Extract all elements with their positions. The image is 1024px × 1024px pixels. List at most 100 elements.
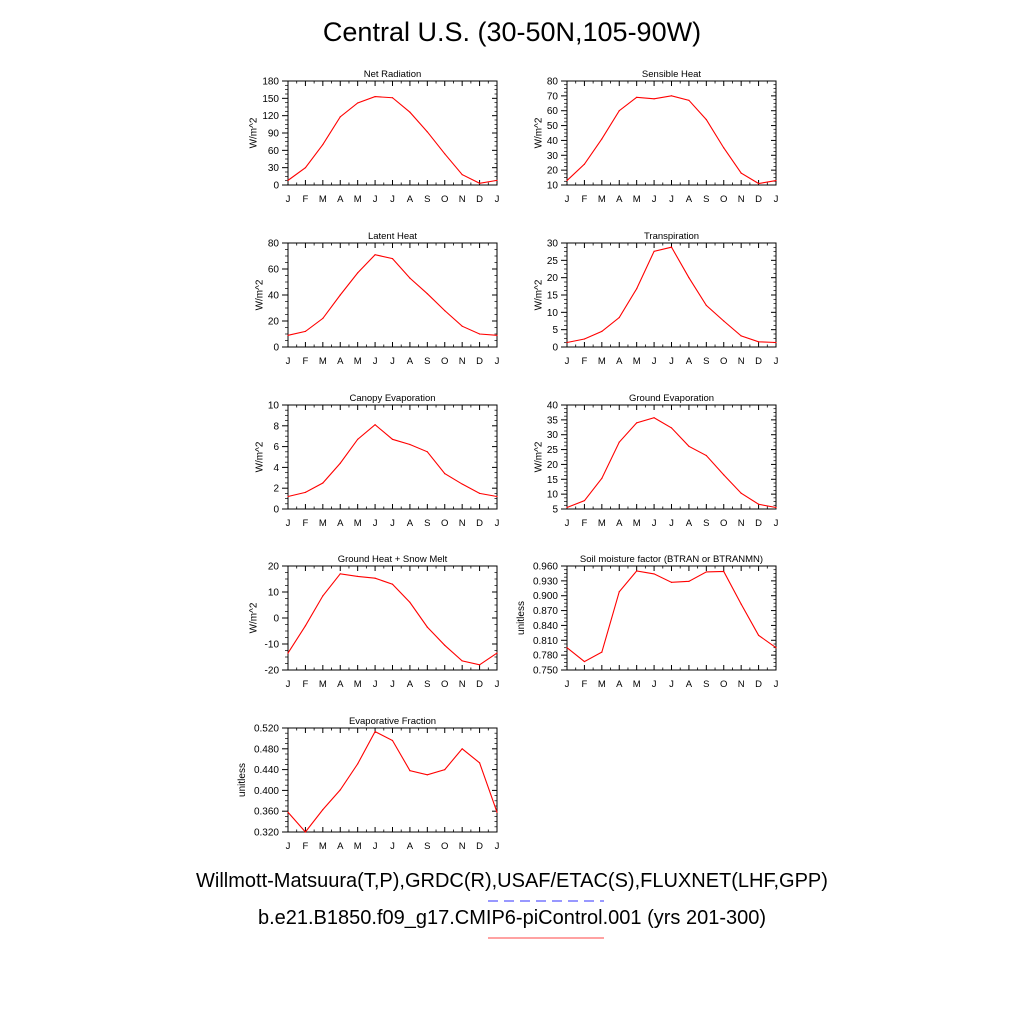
data-point — [339, 462, 341, 464]
data-point — [496, 652, 498, 654]
data-point — [287, 811, 289, 813]
panel-title: Ground Evaporation — [629, 393, 714, 404]
y-axis-label: W/m^2 — [249, 117, 260, 148]
y-tick-label: 0.480 — [254, 744, 279, 755]
y-tick-label: 0.930 — [533, 576, 558, 587]
plot-area: J F M A M J J A S O N D J051015202530TranspirationW/… — [533, 231, 778, 367]
data-point — [775, 506, 777, 509]
x-tick-label: A — [407, 518, 414, 529]
data-point — [723, 147, 725, 149]
y-tick-label: 10 — [268, 401, 280, 412]
data-point — [322, 143, 324, 146]
data-point — [478, 492, 481, 494]
data-point — [409, 601, 411, 603]
figure-title: Central U.S. (30-50N,105-90W) — [322, 17, 702, 47]
data-point — [636, 96, 638, 98]
y-tick-label: 0 — [552, 343, 558, 354]
y-tick-label: 6 — [273, 442, 279, 453]
x-tick-label: F — [303, 518, 309, 529]
chart-panel-8: J F M A M J J A S O N D J0.7500.7800.8100.8400.8700.… — [516, 554, 779, 690]
data-point — [461, 748, 463, 750]
panel-title: Ground Heat + Snow Melt — [338, 554, 448, 565]
x-tick-label: M — [319, 841, 327, 852]
y-tick-label: 0.780 — [533, 651, 558, 662]
x-tick-label: S — [424, 194, 430, 205]
y-tick-label: 0.960 — [533, 562, 558, 573]
x-tick-label: F — [303, 679, 309, 690]
data-point — [357, 438, 359, 440]
chart-panel-9: J F M A M J J A S O N D J0.3200.3600.4000.4400.4800.… — [237, 716, 500, 852]
y-tick-label: 15 — [547, 291, 559, 302]
x-tick-label: A — [407, 194, 414, 205]
data-point — [670, 246, 673, 248]
x-tick-label: M — [633, 518, 641, 529]
x-tick-label: F — [582, 194, 588, 205]
x-tick-label: M — [354, 356, 362, 367]
data-point — [374, 96, 376, 98]
data-point — [391, 583, 394, 585]
x-tick-label: A — [337, 841, 344, 852]
data-point — [496, 495, 498, 498]
x-tick-label: N — [459, 841, 466, 852]
x-tick-label: A — [616, 356, 623, 367]
x-tick-label: D — [476, 518, 483, 529]
data-point — [757, 182, 760, 185]
x-tick-label: D — [476, 356, 483, 367]
data-point — [740, 492, 742, 494]
data-point — [601, 330, 603, 332]
x-tick-label: M — [354, 518, 362, 529]
data-point — [775, 647, 777, 649]
x-tick-label: J — [286, 679, 291, 690]
data-point — [478, 664, 481, 666]
y-tick-label: 80 — [547, 77, 559, 88]
data-point — [304, 167, 307, 169]
data-point — [426, 626, 428, 628]
data-point — [583, 338, 586, 340]
x-tick-label: S — [424, 356, 430, 367]
x-tick-label: J — [669, 356, 674, 367]
x-tick-label: S — [424, 679, 430, 690]
panel-title: Transpiration — [644, 231, 699, 242]
data-point — [444, 310, 446, 312]
y-tick-label: 20 — [547, 460, 559, 471]
plot-area: J F M A M J J A S O N D J0.3200.3600.4000.4400.4800.… — [237, 716, 500, 852]
data-point — [496, 179, 498, 181]
x-tick-label: N — [738, 679, 745, 690]
x-tick-label: M — [598, 679, 606, 690]
y-tick-label: -10 — [265, 640, 280, 651]
data-point — [426, 774, 428, 776]
x-tick-label: M — [598, 194, 606, 205]
x-tick-label: J — [373, 518, 378, 529]
x-tick-label: J — [390, 841, 395, 852]
x-tick-label: J — [774, 518, 779, 529]
data-point — [566, 179, 568, 182]
x-tick-label: D — [755, 194, 762, 205]
data-point — [391, 739, 394, 742]
y-tick-label: 60 — [268, 146, 280, 157]
series-line — [287, 254, 498, 336]
series-line — [287, 730, 498, 833]
data-point — [339, 573, 341, 575]
data-point — [566, 341, 568, 344]
y-tick-label: 20 — [547, 273, 559, 284]
y-tick-label: 0.400 — [254, 786, 279, 797]
x-tick-label: A — [616, 679, 623, 690]
data-point — [357, 102, 359, 104]
x-tick-label: J — [373, 356, 378, 367]
x-tick-label: N — [738, 518, 745, 529]
x-tick-label: D — [755, 679, 762, 690]
data-point — [374, 424, 376, 426]
data-point — [601, 651, 603, 653]
y-tick-label: 90 — [268, 129, 280, 140]
data-point — [618, 441, 620, 443]
x-tick-label: F — [303, 194, 309, 205]
data-point — [601, 477, 603, 479]
data-point — [670, 427, 673, 429]
data-point — [583, 660, 586, 663]
x-tick-label: J — [286, 841, 291, 852]
